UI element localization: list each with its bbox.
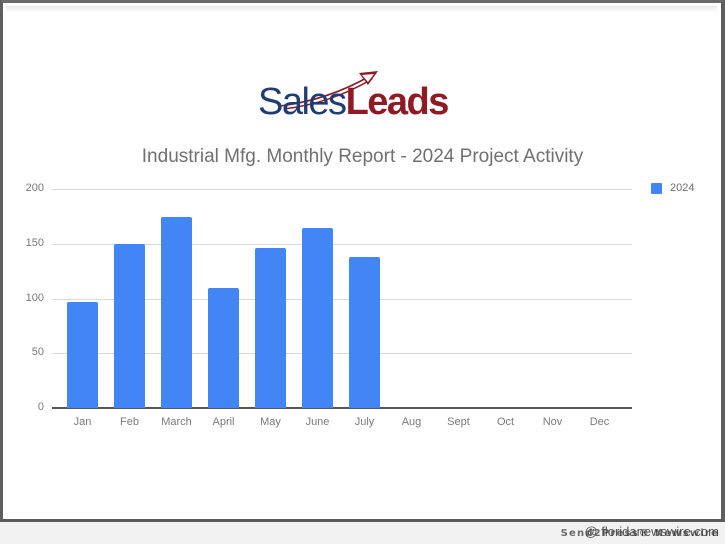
footer: Send2Press® Newswire @ floridanewswire.c… — [561, 522, 719, 544]
bar-july — [349, 256, 380, 408]
bar-april — [208, 287, 239, 408]
logo-leads: Leads — [345, 81, 450, 123]
gridline — [52, 298, 632, 300]
logo-sales: Sales — [258, 81, 347, 123]
x-tick-label: March — [161, 416, 192, 428]
legend: 2024 — [651, 182, 694, 194]
chart-title: Industrial Mfg. Monthly Report - 2024 Pr… — [141, 146, 584, 167]
x-tick-label: June — [305, 416, 330, 428]
bar-feb — [114, 243, 145, 408]
gridline — [52, 243, 632, 245]
swoosh-arrow-icon — [279, 71, 378, 110]
gridline — [52, 353, 632, 355]
x-tick-label: Dec — [589, 416, 610, 428]
x-tick-label: Nov — [542, 416, 563, 428]
saleslead-logo: SalesLeads — [258, 66, 478, 126]
x-tick-label: Sept — [447, 416, 470, 428]
bar-may — [255, 248, 286, 408]
bar-june — [302, 228, 333, 408]
legend-swatch — [651, 182, 662, 194]
footer-watermark: @ floridanewswire.com — [584, 524, 719, 539]
gridline — [52, 189, 632, 190]
x-tick-label: April — [212, 416, 235, 428]
y-tick-label: 50 — [31, 346, 44, 359]
bar-jan — [67, 301, 98, 408]
footer-credit: Send2Press® Newswire — [560, 527, 719, 539]
y-tick-label: 0 — [37, 401, 44, 413]
x-tick-label: Aug — [401, 416, 422, 428]
logo-wordmark: SalesLeads — [258, 81, 450, 123]
x-tick-label: May — [260, 416, 281, 428]
x-tick-label: Feb — [120, 416, 139, 428]
frame-shade — [6, 6, 717, 12]
x-tick-label: Jan — [73, 416, 92, 428]
plot-area — [52, 189, 632, 409]
legend-label: 2024 — [670, 182, 695, 194]
x-axis-line — [52, 407, 632, 409]
y-tick-label: 200 — [25, 182, 44, 194]
x-tick-label: July — [354, 416, 375, 428]
bar-march — [161, 217, 192, 408]
y-tick-label: 150 — [25, 236, 44, 249]
x-tick-label: Oct — [496, 416, 515, 428]
y-tick-label: 100 — [25, 291, 44, 304]
